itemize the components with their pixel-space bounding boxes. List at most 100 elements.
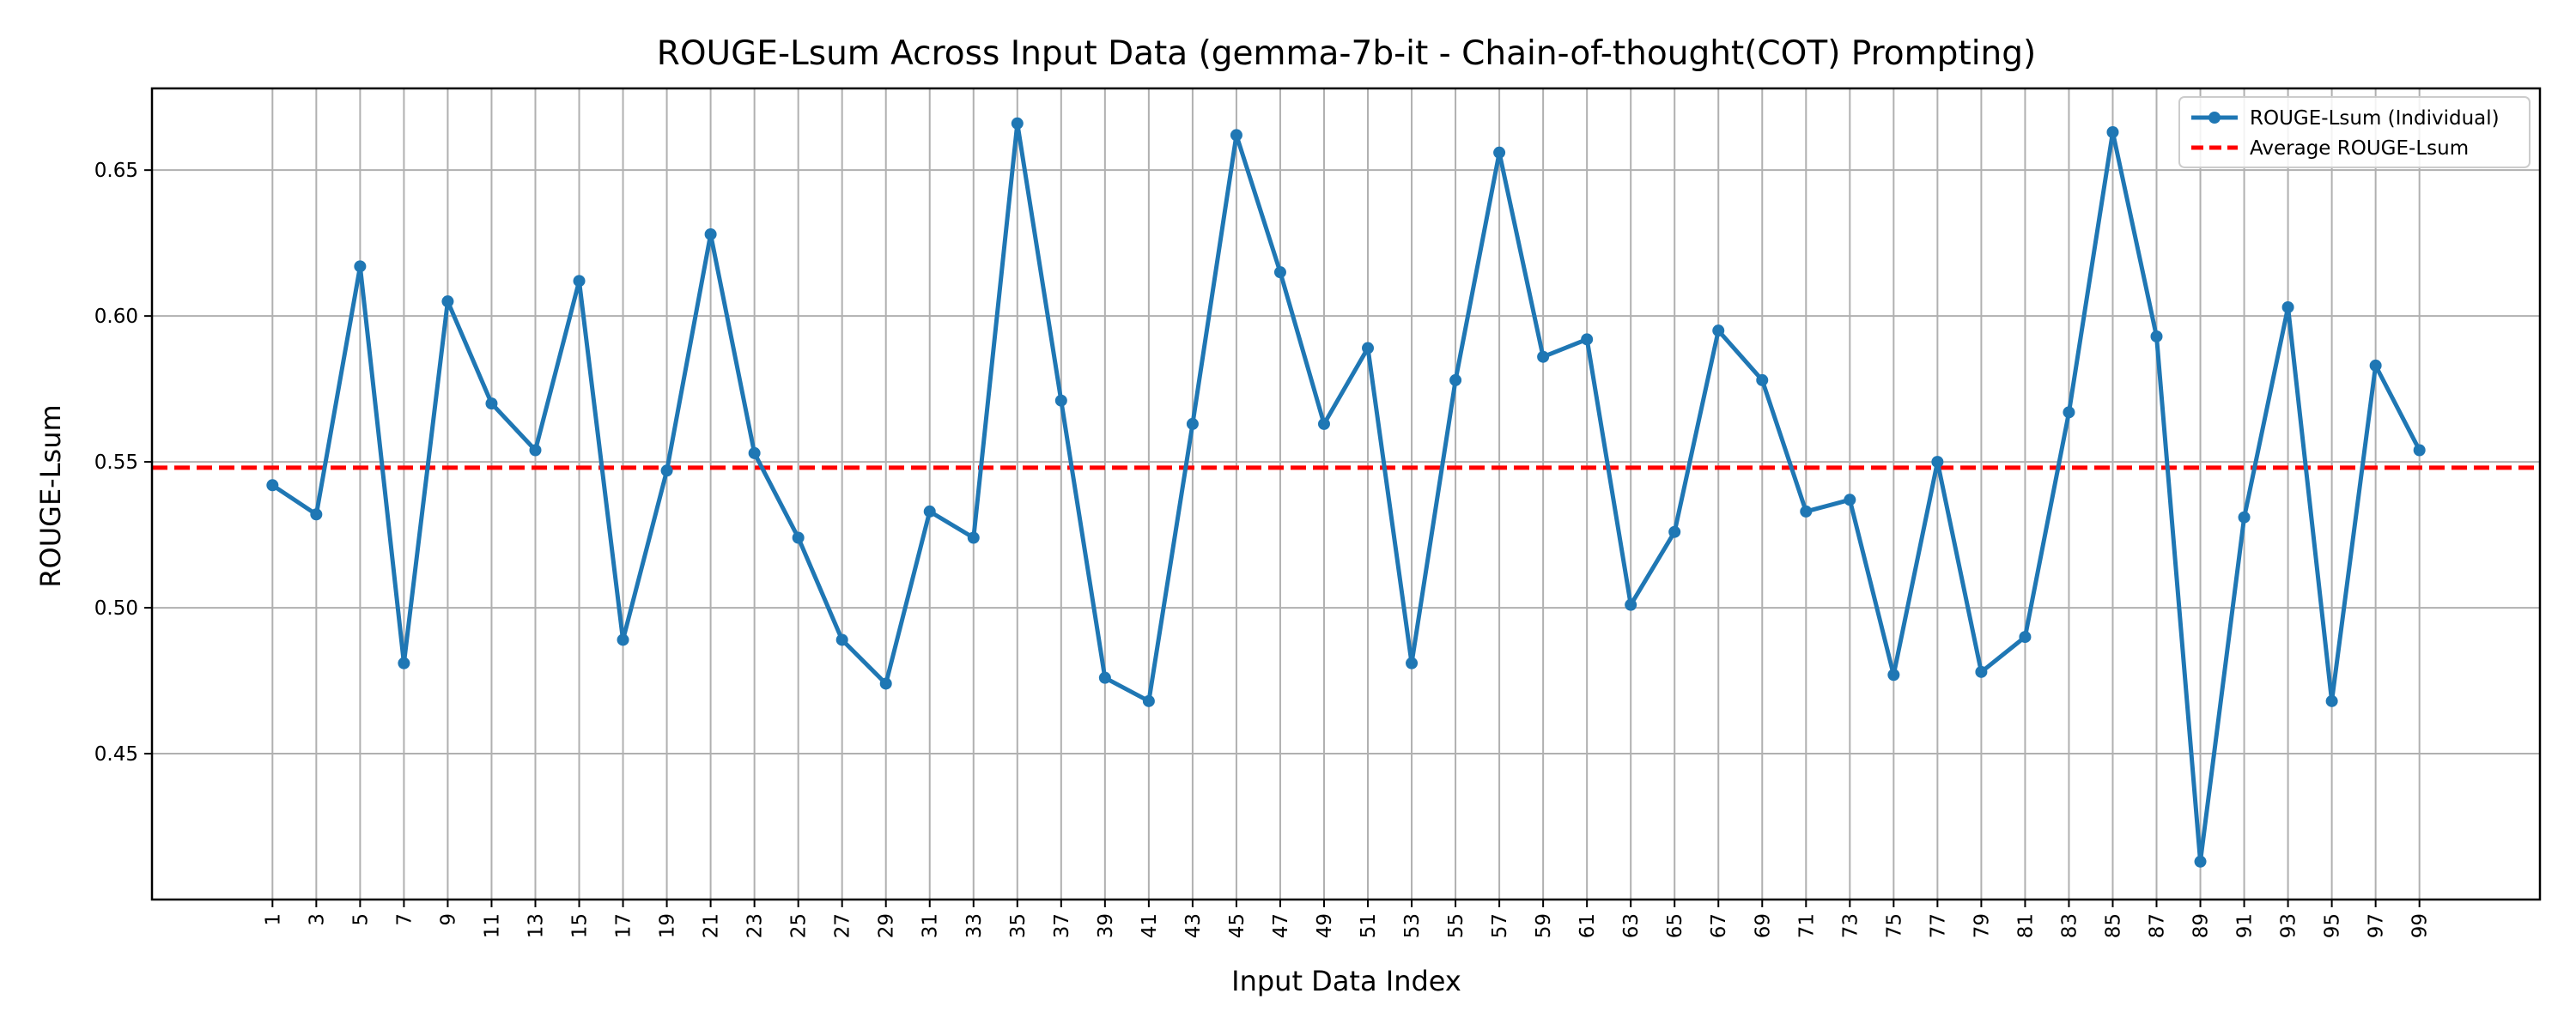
x-tick-label: 79 bbox=[1971, 913, 1993, 938]
x-tick-label: 57 bbox=[1489, 913, 1511, 938]
data-point bbox=[2413, 444, 2426, 457]
series-layer bbox=[266, 117, 2426, 868]
data-point bbox=[1931, 456, 1944, 469]
data-point bbox=[1142, 694, 1155, 707]
data-point bbox=[2063, 406, 2075, 419]
legend-label: Average ROUGE-Lsum bbox=[2250, 137, 2469, 160]
x-tick-label: 47 bbox=[1270, 913, 1292, 938]
data-point bbox=[1230, 129, 1242, 142]
legend-label: ROUGE-Lsum (Individual) bbox=[2250, 107, 2500, 130]
x-tick-label: 55 bbox=[1445, 913, 1467, 938]
y-tick-label: 0.60 bbox=[94, 306, 138, 328]
y-tick-label: 0.50 bbox=[94, 597, 138, 620]
x-tick-label: 33 bbox=[963, 913, 986, 938]
data-point bbox=[660, 464, 673, 477]
x-tick-label: 45 bbox=[1226, 913, 1249, 938]
x-tick-label: 15 bbox=[569, 913, 592, 938]
data-point bbox=[2369, 359, 2382, 372]
x-tick-label: 59 bbox=[1533, 913, 1555, 938]
data-point bbox=[1011, 117, 1024, 130]
x-axis-label: Input Data Index bbox=[1231, 965, 1461, 997]
x-tick-label: 5 bbox=[349, 913, 372, 926]
x-tick-label: 53 bbox=[1401, 913, 1424, 938]
data-point bbox=[2325, 694, 2338, 707]
y-axis: 0.45 0.50 0.55 0.60 0.65 bbox=[94, 160, 152, 766]
x-tick-label: 9 bbox=[437, 913, 459, 926]
data-point bbox=[879, 677, 892, 690]
x-tick-label: 29 bbox=[876, 913, 898, 938]
x-tick-label: 35 bbox=[1007, 913, 1030, 938]
data-point bbox=[2019, 631, 2032, 644]
data-point bbox=[441, 295, 454, 308]
x-tick-label: 99 bbox=[2409, 913, 2432, 938]
x-tick-label: 73 bbox=[1839, 913, 1862, 938]
data-point bbox=[967, 531, 980, 544]
y-tick-label: 0.65 bbox=[94, 160, 138, 182]
x-tick-label: 51 bbox=[1358, 913, 1380, 938]
data-point bbox=[1537, 350, 1550, 363]
x-tick-label: 71 bbox=[1795, 913, 1818, 938]
grid bbox=[152, 88, 2540, 900]
data-point bbox=[1098, 671, 1111, 684]
x-tick-label: 37 bbox=[1051, 913, 1073, 938]
x-tick-label: 83 bbox=[2058, 913, 2081, 938]
x-tick-label: 95 bbox=[2322, 913, 2344, 938]
data-point bbox=[1625, 598, 1637, 611]
plot-frame bbox=[150, 87, 2542, 901]
x-tick-label: 97 bbox=[2366, 913, 2388, 938]
data-point bbox=[1844, 494, 1856, 506]
data-point bbox=[923, 505, 936, 518]
x-tick-label: 91 bbox=[2234, 913, 2257, 938]
legend: ROUGE-Lsum (Individual) Average ROUGE-Lsu… bbox=[2178, 96, 2530, 168]
x-tick-label: 23 bbox=[744, 913, 767, 938]
x-tick-label: 19 bbox=[657, 913, 679, 938]
data-point bbox=[1406, 657, 1419, 670]
data-point bbox=[2106, 125, 2119, 138]
data-point bbox=[2281, 300, 2294, 313]
x-tick-label: 31 bbox=[920, 913, 942, 938]
data-point bbox=[1581, 333, 1594, 346]
x-tick-label: 39 bbox=[1095, 913, 1117, 938]
data-point bbox=[1975, 665, 1988, 678]
data-point bbox=[573, 275, 586, 288]
data-point bbox=[1186, 417, 1199, 430]
data-point bbox=[617, 633, 629, 646]
x-tick-label: 11 bbox=[481, 913, 503, 938]
x-axis: 1 3 5 7 9 11 13 15 17 19 21 23 25 27 29 31 33 35 37 39 41 43 4… bbox=[262, 900, 2432, 938]
data-point bbox=[1449, 373, 1462, 386]
data-point bbox=[2194, 855, 2207, 868]
data-point bbox=[485, 397, 498, 410]
chart-title: ROUGE-Lsum Across Input Data (gemma-7b-i… bbox=[657, 34, 2036, 73]
x-tick-label: 89 bbox=[2190, 913, 2213, 938]
x-tick-label: 85 bbox=[2102, 913, 2124, 938]
data-point bbox=[1756, 373, 1769, 386]
data-point bbox=[398, 657, 410, 670]
x-tick-label: 21 bbox=[701, 913, 723, 938]
x-tick-label: 13 bbox=[525, 913, 547, 938]
legend-box bbox=[2178, 96, 2530, 168]
data-point bbox=[2238, 511, 2251, 524]
y-tick-label: 0.55 bbox=[94, 451, 138, 474]
data-point bbox=[1668, 525, 1681, 538]
data-point bbox=[310, 508, 323, 521]
data-point bbox=[1887, 669, 1900, 682]
data-point bbox=[1054, 394, 1067, 407]
x-tick-label: 3 bbox=[306, 913, 328, 926]
data-point bbox=[704, 227, 717, 240]
series-line bbox=[270, 121, 2421, 864]
y-tick-label: 0.45 bbox=[94, 743, 138, 766]
x-tick-label: 87 bbox=[2147, 913, 2169, 938]
data-point bbox=[2150, 330, 2163, 342]
x-tick-label: 25 bbox=[788, 913, 811, 938]
x-tick-label: 27 bbox=[832, 913, 854, 938]
x-tick-label: 49 bbox=[1314, 913, 1336, 938]
data-point bbox=[266, 479, 279, 492]
x-tick-label: 43 bbox=[1182, 913, 1205, 938]
y-axis-label: ROUGE-Lsum bbox=[34, 404, 67, 587]
data-point bbox=[748, 446, 761, 459]
data-point bbox=[1800, 505, 1813, 518]
data-point bbox=[1317, 417, 1330, 430]
data-point bbox=[529, 444, 542, 457]
x-tick-label: 61 bbox=[1577, 913, 1599, 938]
